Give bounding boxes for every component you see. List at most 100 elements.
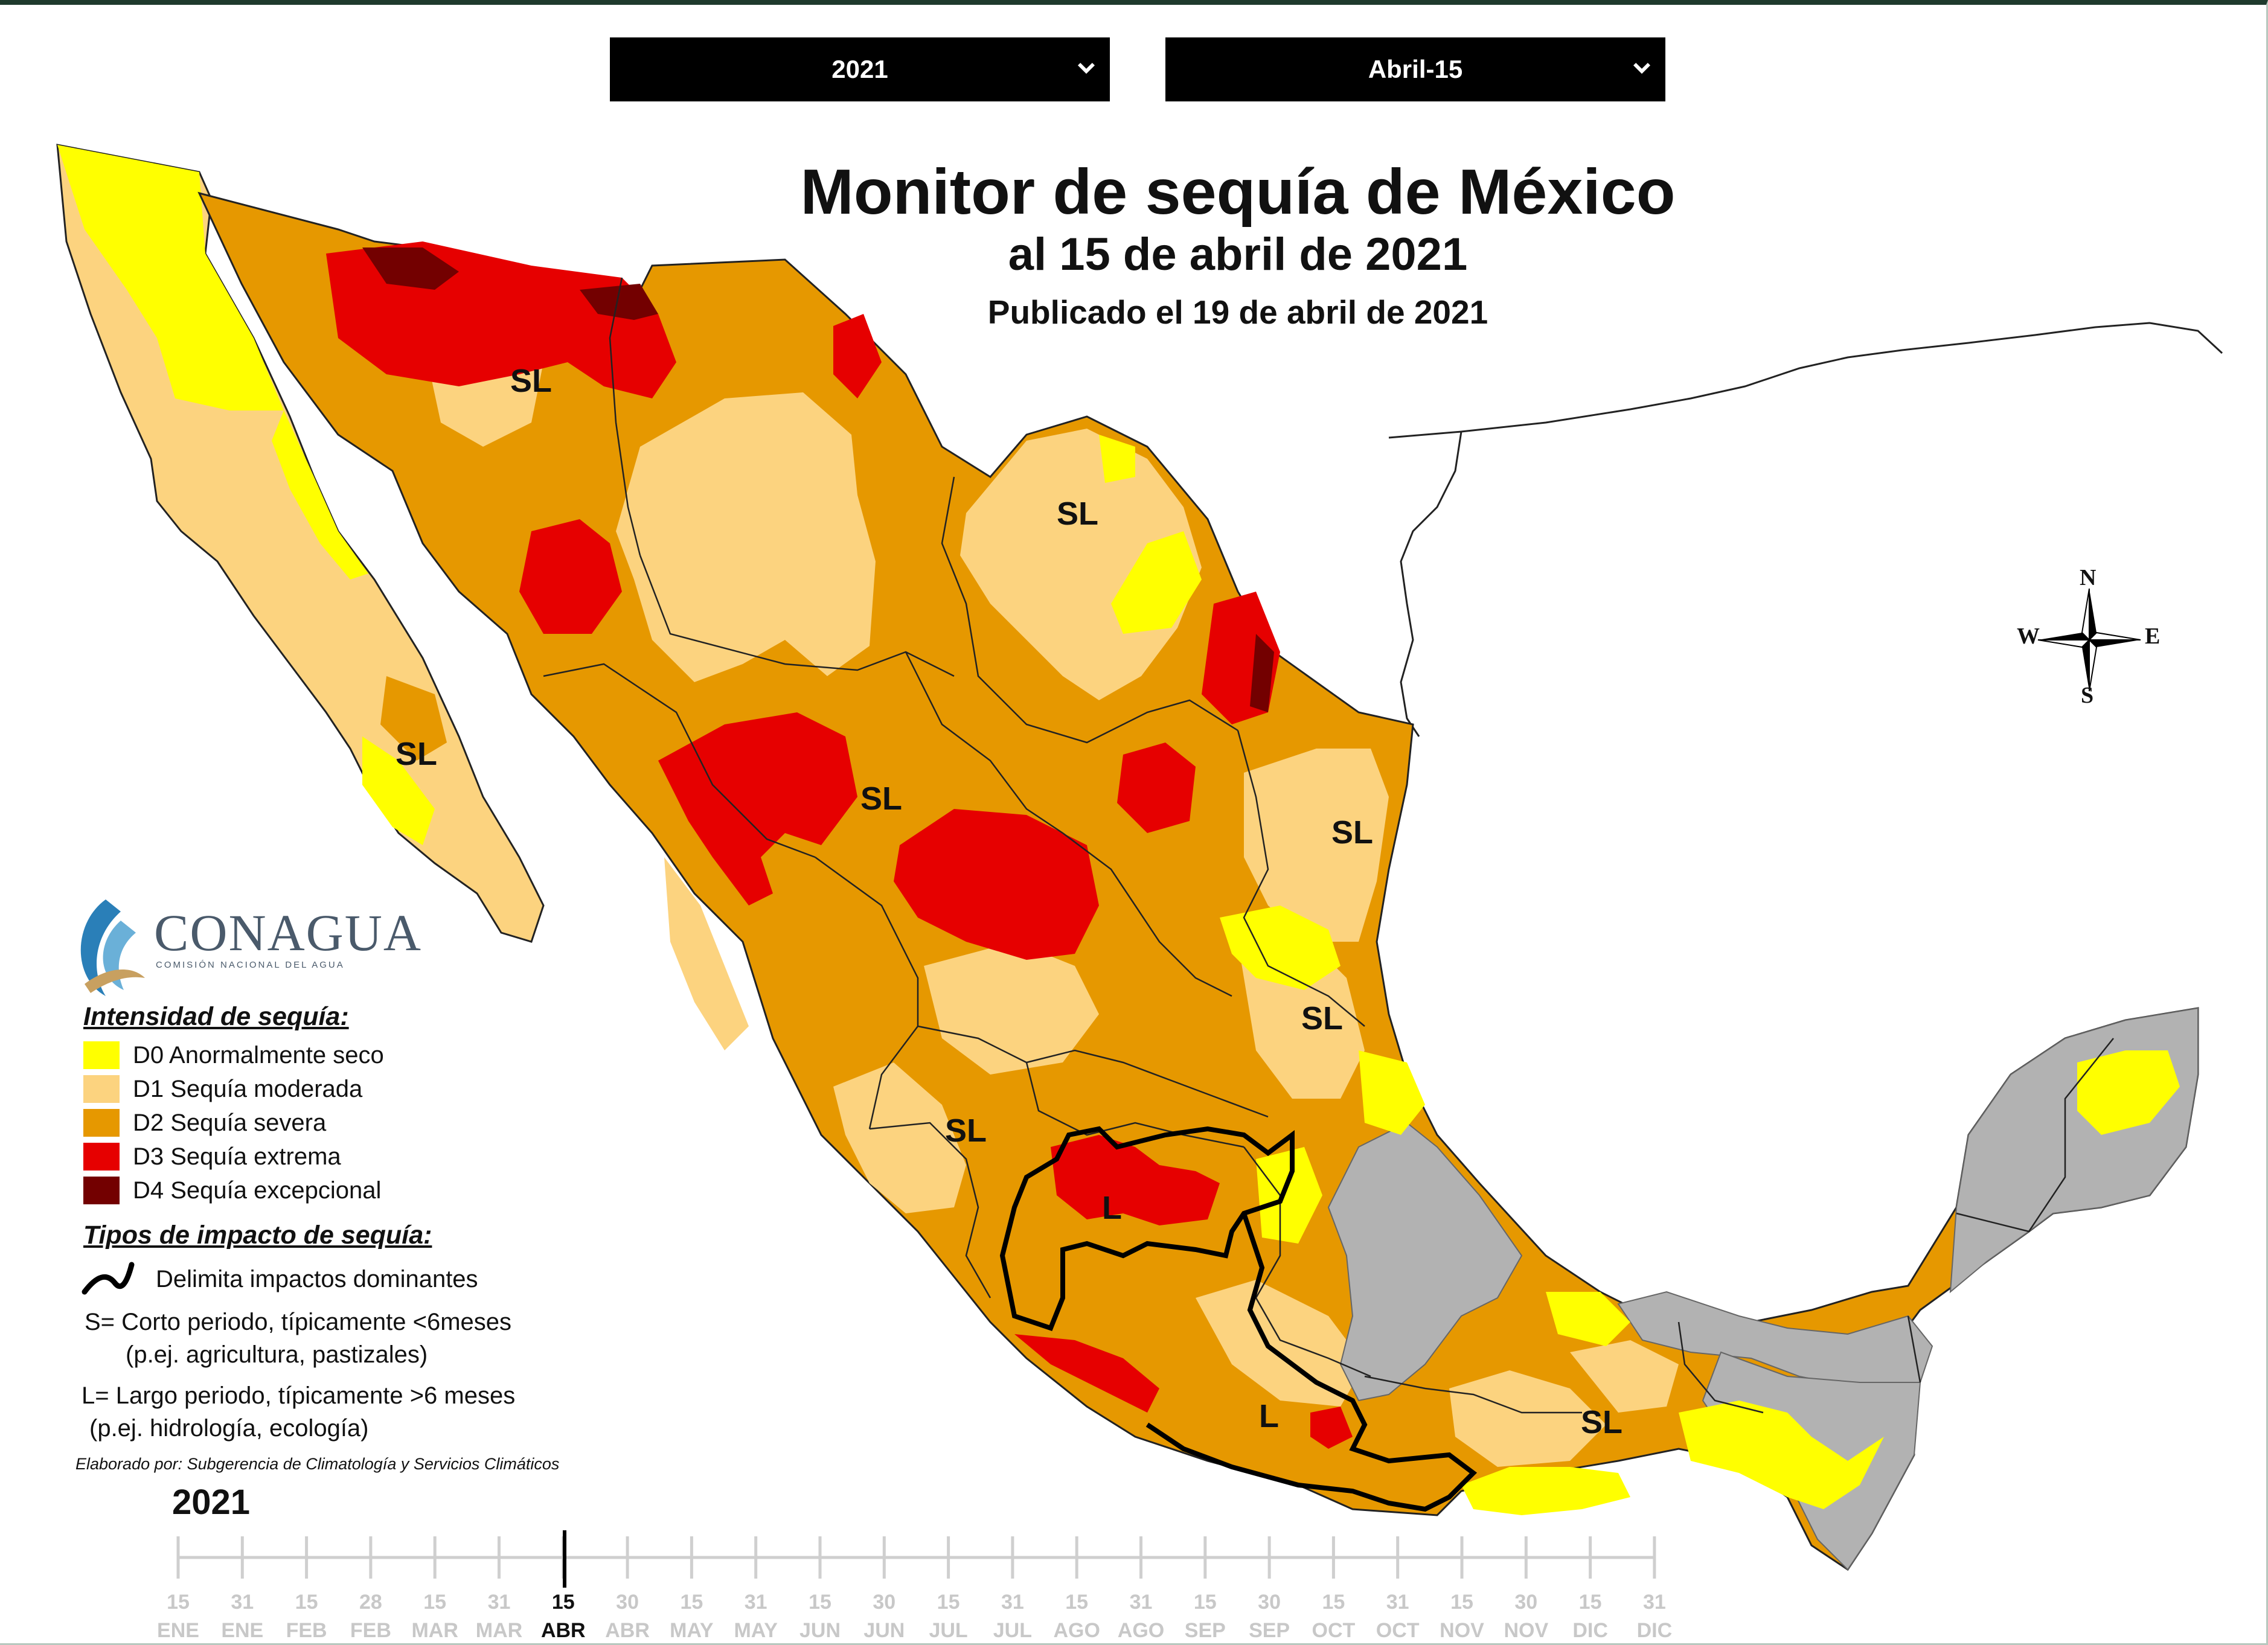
timeline-day-label[interactable]: 31: [231, 1591, 254, 1614]
timeline-month-label[interactable]: JUL: [993, 1619, 1032, 1642]
d4-sonora-border: [362, 248, 459, 290]
timeline-month-label[interactable]: MAR: [475, 1619, 523, 1642]
timeline-month-label[interactable]: JUN: [799, 1619, 841, 1642]
timeline-month-label[interactable]: ABR: [540, 1619, 586, 1642]
timeline-day-label[interactable]: 31: [1129, 1591, 1153, 1614]
timeline-day-label[interactable]: 15: [1322, 1591, 1345, 1614]
timeline-day-label[interactable]: 15: [551, 1591, 575, 1614]
year-select[interactable]: 2021: [610, 37, 1110, 101]
region-label: SL: [1057, 496, 1099, 532]
long-term-label: L= Largo periodo, típicamente >6 meses: [82, 1382, 516, 1409]
short-term-examples: (p.ej. agricultura, pastizales): [126, 1341, 428, 1368]
timeline-day-label[interactable]: 15: [423, 1591, 447, 1614]
timeline-year: 2021: [172, 1483, 251, 1522]
timeline-day-label[interactable]: 15: [680, 1591, 703, 1614]
chevron-down-icon: [1633, 63, 1651, 74]
timeline-day-label[interactable]: 15: [809, 1591, 831, 1614]
timeline-day-label[interactable]: 31: [1386, 1591, 1409, 1614]
timeline-day-label[interactable]: 15: [1450, 1591, 1473, 1614]
timeline-month-label[interactable]: MAY: [734, 1619, 778, 1642]
d0-veracruz-central: [1359, 1050, 1425, 1135]
timeline-month-label[interactable]: OCT: [1376, 1619, 1420, 1642]
baja-d0-west: [57, 145, 284, 410]
timeline-month-label[interactable]: NOV: [1440, 1619, 1484, 1642]
region-label: SL: [510, 363, 553, 399]
timeline-month-label[interactable]: SEP: [1184, 1619, 1226, 1642]
timeline-day-label[interactable]: 30: [1258, 1591, 1281, 1614]
timeline-day-label[interactable]: 30: [873, 1591, 896, 1614]
legend-swatch-d2: [83, 1109, 120, 1137]
baja-d0-east: [272, 410, 368, 580]
timeline-day-label[interactable]: 31: [1642, 1591, 1666, 1614]
timeline-month-label[interactable]: FEB: [350, 1619, 391, 1642]
gray-veracruz-oaxaca: [1327, 1122, 1523, 1402]
timeline-day-label[interactable]: 15: [167, 1591, 190, 1614]
legend-label-d1: D1 Sequía moderada: [133, 1075, 363, 1102]
date-select[interactable]: Abril-15: [1165, 37, 1665, 101]
legend-swatch-d1: [83, 1075, 120, 1103]
timeline-day-label[interactable]: 15: [1193, 1591, 1217, 1614]
impact-boundary-south: [1145, 1212, 1478, 1512]
conagua-logo-mark: [80, 899, 145, 996]
d4-tamaulipas-border: [1250, 634, 1274, 712]
compass-east: E: [2145, 624, 2161, 649]
timeline-month-label[interactable]: NOV: [1504, 1619, 1549, 1642]
timeline-day-label[interactable]: 31: [1001, 1591, 1024, 1614]
timeline-day-label[interactable]: 15: [1578, 1591, 1602, 1614]
timeline-day-label[interactable]: 15: [937, 1591, 960, 1614]
d0-nl-north: [1099, 435, 1135, 483]
timeline-month-label[interactable]: MAY: [670, 1619, 714, 1642]
timeline-month-label[interactable]: MAR: [411, 1619, 458, 1642]
timeline-day-label[interactable]: 30: [1514, 1591, 1538, 1614]
timeline-month-label[interactable]: JUL: [929, 1619, 968, 1642]
compass-north: N: [2080, 565, 2097, 590]
compass-west: W: [2017, 624, 2040, 649]
d3-areas: [326, 241, 1353, 1449]
map-title: Monitor de sequía de México: [800, 156, 1676, 228]
compass-south: S: [2081, 683, 2094, 708]
timeline-day-label[interactable]: 31: [744, 1591, 767, 1614]
impact-boundaries: [999, 1126, 1478, 1512]
region-label: SL: [1301, 1000, 1344, 1037]
region-label: SL: [1581, 1404, 1623, 1440]
timeline-month-label[interactable]: DIC: [1572, 1619, 1608, 1642]
timeline-month-label[interactable]: SEP: [1249, 1619, 1290, 1642]
timeline-day-label[interactable]: 15: [1065, 1591, 1089, 1614]
d1-sinaloa-coast: [664, 857, 749, 1050]
timeline-day-label[interactable]: 31: [487, 1591, 511, 1614]
timeline-month-label[interactable]: DIC: [1636, 1619, 1673, 1642]
region-label: SL: [1331, 814, 1374, 851]
timeline-month-label[interactable]: OCT: [1312, 1619, 1356, 1642]
d1-coahuila: [960, 429, 1202, 700]
d0-chiapas-coast: [1461, 1467, 1630, 1515]
timeline-month-label[interactable]: ENE: [157, 1619, 199, 1642]
timeline-day-label[interactable]: 30: [616, 1591, 639, 1614]
impact-label: L: [1259, 1398, 1279, 1434]
timeline-day-label[interactable]: 28: [359, 1591, 382, 1614]
d1-tamaulipas: [1244, 749, 1389, 942]
timeline-month-label[interactable]: AGO: [1117, 1619, 1165, 1642]
year-select-value: 2021: [831, 55, 888, 83]
d1-istmo: [1570, 1340, 1679, 1413]
timeline-month-label[interactable]: AGO: [1053, 1619, 1100, 1642]
timeline-month-label[interactable]: FEB: [286, 1619, 327, 1642]
timeline-day-label[interactable]: 15: [295, 1591, 318, 1614]
compass-rose: [2037, 588, 2141, 692]
d3-zacatecas: [894, 809, 1099, 960]
short-term-label: S= Corto periodo, típicamente <6meses: [85, 1309, 512, 1335]
d3-sonora-central: [519, 519, 622, 634]
legend-label-d3: D3 Sequía extrema: [133, 1143, 341, 1170]
legend-swatch-d0: [83, 1041, 120, 1069]
timeline-month-label[interactable]: ABR: [605, 1619, 650, 1642]
d4-areas: [362, 248, 1274, 712]
legend-swatch-d4: [83, 1177, 120, 1204]
timeline-month-label[interactable]: JUN: [863, 1619, 905, 1642]
timeline-month-label[interactable]: ENE: [221, 1619, 264, 1642]
legend-item-d4: D4 Sequía excepcional: [83, 1177, 381, 1204]
d3-michoacan: [1051, 1135, 1220, 1225]
state-borders: [543, 277, 2114, 1414]
d4-chihuahua-border: [580, 284, 658, 320]
baja-d2-patch: [380, 676, 447, 761]
